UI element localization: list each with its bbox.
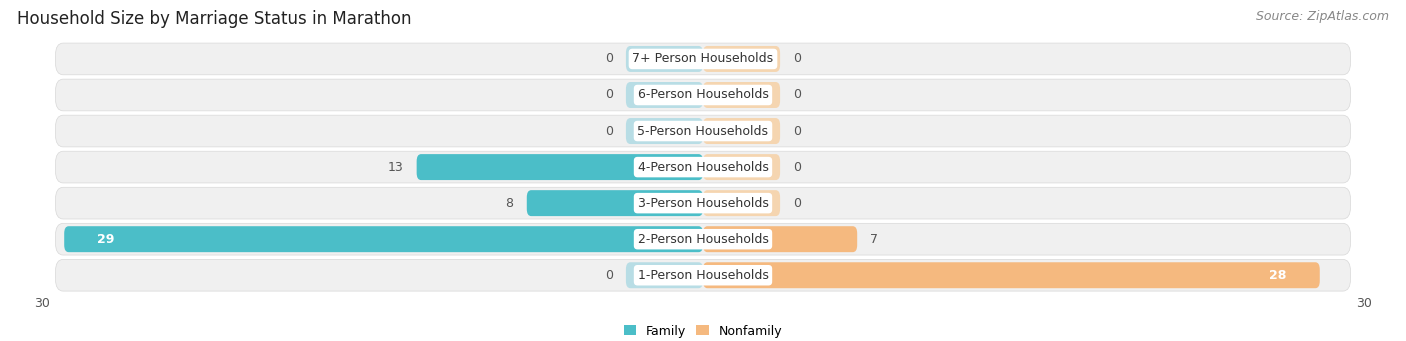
FancyBboxPatch shape	[55, 151, 1351, 183]
Text: Household Size by Marriage Status in Marathon: Household Size by Marriage Status in Mar…	[17, 10, 412, 28]
FancyBboxPatch shape	[703, 82, 780, 108]
Text: 1-Person Households: 1-Person Households	[637, 269, 769, 282]
Text: 8: 8	[506, 197, 513, 210]
FancyBboxPatch shape	[626, 46, 703, 72]
FancyBboxPatch shape	[65, 226, 703, 252]
Text: 2-Person Households: 2-Person Households	[637, 233, 769, 246]
FancyBboxPatch shape	[527, 190, 703, 216]
Text: 0: 0	[605, 53, 613, 65]
FancyBboxPatch shape	[626, 82, 703, 108]
FancyBboxPatch shape	[55, 43, 1351, 75]
Text: 7: 7	[870, 233, 879, 246]
FancyBboxPatch shape	[703, 154, 780, 180]
Text: 4-Person Households: 4-Person Households	[637, 161, 769, 174]
FancyBboxPatch shape	[416, 154, 703, 180]
FancyBboxPatch shape	[703, 46, 780, 72]
Text: 0: 0	[793, 89, 801, 102]
Legend: Family, Nonfamily: Family, Nonfamily	[619, 320, 787, 341]
Text: 7+ Person Households: 7+ Person Households	[633, 53, 773, 65]
Text: 29: 29	[97, 233, 115, 246]
Text: 0: 0	[605, 89, 613, 102]
FancyBboxPatch shape	[626, 262, 703, 288]
FancyBboxPatch shape	[703, 190, 780, 216]
Text: 0: 0	[793, 161, 801, 174]
Text: 13: 13	[388, 161, 404, 174]
Text: 28: 28	[1270, 269, 1286, 282]
Text: 0: 0	[605, 124, 613, 137]
FancyBboxPatch shape	[703, 262, 1320, 288]
FancyBboxPatch shape	[55, 79, 1351, 111]
FancyBboxPatch shape	[703, 118, 780, 144]
FancyBboxPatch shape	[55, 187, 1351, 219]
FancyBboxPatch shape	[55, 115, 1351, 147]
Text: 0: 0	[605, 269, 613, 282]
Text: 0: 0	[793, 197, 801, 210]
Text: 5-Person Households: 5-Person Households	[637, 124, 769, 137]
FancyBboxPatch shape	[626, 118, 703, 144]
Text: 3-Person Households: 3-Person Households	[637, 197, 769, 210]
FancyBboxPatch shape	[55, 260, 1351, 291]
Text: 6-Person Households: 6-Person Households	[637, 89, 769, 102]
Text: Source: ZipAtlas.com: Source: ZipAtlas.com	[1256, 10, 1389, 23]
Text: 0: 0	[793, 53, 801, 65]
FancyBboxPatch shape	[703, 226, 858, 252]
Text: 0: 0	[793, 124, 801, 137]
FancyBboxPatch shape	[55, 223, 1351, 255]
